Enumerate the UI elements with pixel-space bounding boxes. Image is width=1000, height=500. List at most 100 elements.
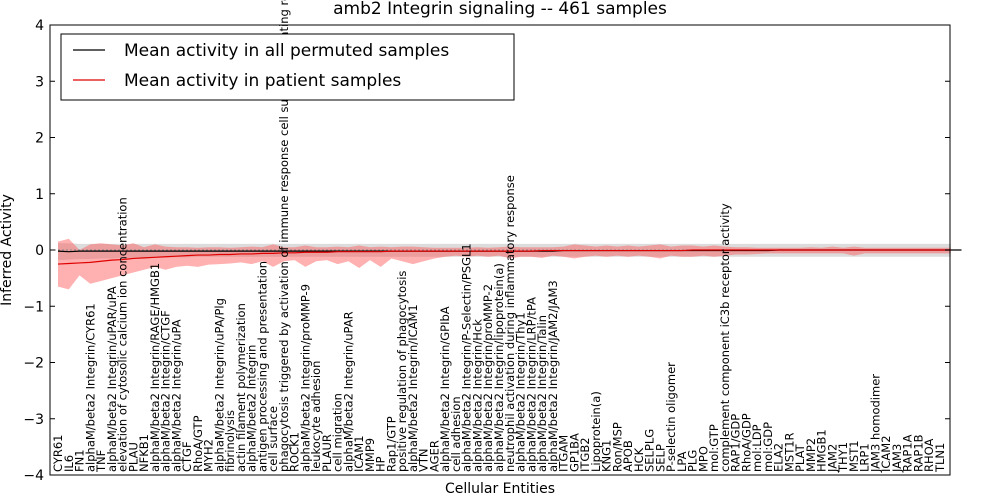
category-label: SELP bbox=[653, 444, 667, 472]
category-label: HP bbox=[374, 456, 388, 472]
category-label: alphaM/beta2 Integrin/proMMP-2 bbox=[481, 284, 495, 472]
category-label: elevation of cytosolic calcium ion conce… bbox=[116, 197, 130, 472]
category-label: RAP1A bbox=[901, 434, 915, 472]
category-label: MST1 bbox=[847, 440, 861, 472]
category-label: antigen processing and presentation bbox=[255, 261, 269, 472]
category-label: alphaM/beta2 Integrin/CTGF bbox=[159, 310, 173, 472]
patient-mean-line bbox=[57, 249, 951, 265]
category-label: RAP1B bbox=[911, 434, 925, 472]
y-tick-label: 1 bbox=[35, 187, 44, 203]
category-label: alphaM/beta2 Integrin/uPAR bbox=[341, 311, 355, 472]
category-label: alphaM/beta2 Integrin/RAGE/HMGB1 bbox=[148, 263, 162, 472]
category-label: LRP1 bbox=[858, 443, 872, 472]
y-tick-label: −4 bbox=[23, 468, 44, 484]
category-label: RAP1/GDP bbox=[729, 414, 743, 472]
y-tick-label: −1 bbox=[23, 299, 44, 315]
category-label: TLN1 bbox=[933, 443, 947, 473]
category-label: MMP2 bbox=[804, 438, 818, 472]
category-label: CTGF bbox=[180, 441, 194, 472]
legend-box bbox=[60, 33, 515, 101]
category-label: alphaM/beta2 Integrin/ICAM1 bbox=[406, 304, 420, 472]
category-label: Lipoprotein(a) bbox=[589, 391, 603, 472]
y-tick-label: −3 bbox=[23, 412, 44, 428]
category-label: cell adhesion bbox=[449, 396, 463, 472]
category-label: MYH2 bbox=[202, 439, 216, 472]
y-tick-label: 4 bbox=[35, 18, 44, 34]
category-label: PLAU bbox=[126, 442, 140, 472]
legend-label-patient: Mean activity in patient samples bbox=[124, 71, 401, 91]
category-label: alphaM/beta2 Integrin/uPA/Plg bbox=[212, 298, 226, 472]
category-label: ROCK1 bbox=[288, 432, 302, 472]
category-label: mol:LDP bbox=[750, 424, 764, 472]
category-label: alphaM/beta2 Integrin/proMMP-9 bbox=[298, 284, 312, 472]
category-label: AGER bbox=[427, 440, 441, 472]
category-label: alphaM/beta2 Integrin/GPIbA bbox=[438, 306, 452, 472]
x-axis-label: Cellular Entities bbox=[445, 481, 555, 497]
category-label: JAM3 homodimer bbox=[868, 374, 882, 473]
category-label: MPO bbox=[696, 446, 710, 472]
category-label: P-selectin oligomer bbox=[664, 362, 678, 472]
legend-label-permuted: Mean activity in all permuted samples bbox=[124, 41, 449, 61]
category-label: ITGB2 bbox=[578, 437, 592, 472]
category-label: PLAUR bbox=[320, 434, 334, 472]
category-label: alphaM/beta2 Integrin bbox=[245, 345, 259, 472]
category-label: MMP9 bbox=[363, 438, 377, 472]
category-label: alphaM/beta2 Integrin/uPAR/uPA bbox=[105, 286, 119, 472]
category-label: FN1 bbox=[73, 449, 87, 472]
category-label: actin filament polymerization bbox=[234, 303, 248, 472]
y-tick-label: 2 bbox=[35, 131, 44, 147]
category-label: cell surface bbox=[266, 406, 280, 472]
y-tick-label: −2 bbox=[23, 356, 44, 372]
chart-title: amb2 Integrin signaling -- 461 samples bbox=[333, 0, 667, 19]
category-label: leukocyte adhesion bbox=[309, 361, 323, 472]
category-label: SELPLG bbox=[643, 429, 657, 472]
category-label: ELA2 bbox=[772, 443, 786, 472]
category-label: Ron/MSP bbox=[610, 422, 624, 472]
category-label: alphaM/beta2 Integrin/P-Selectin/PSGL1 bbox=[460, 243, 474, 472]
category-label: GP1BA bbox=[567, 433, 581, 472]
plot-frame bbox=[49, 24, 951, 476]
legend: Mean activity in all permuted samples Mea… bbox=[60, 33, 515, 101]
category-label: alphaM/beta2 Integrin/CYR61 bbox=[83, 303, 97, 472]
series-lines bbox=[57, 249, 962, 265]
y-tick-label: 3 bbox=[35, 74, 44, 90]
category-label: VTN bbox=[417, 449, 431, 473]
category-label: mol:GDP bbox=[761, 422, 775, 472]
category-label: mol:GTP bbox=[707, 424, 721, 472]
category-label: LPA bbox=[675, 451, 689, 472]
category-label: alphaM/beta2 Integrin/LRP/tPA bbox=[524, 297, 538, 472]
category-label: alphaM/beta2 Integrin/lipoprotein(a) bbox=[492, 263, 506, 472]
category-label: neutrophil activation during inflammator… bbox=[503, 175, 517, 472]
category-label: RhoA/GTP bbox=[191, 415, 205, 472]
category-label: cell migration bbox=[331, 393, 345, 472]
category-label: ICAM2 bbox=[879, 435, 893, 472]
category-label: HCK bbox=[632, 447, 646, 472]
category-label: alphaM/beta2 Integrin/Hck bbox=[470, 319, 484, 472]
category-label: JAM3 bbox=[890, 444, 904, 473]
category-label: APOB bbox=[621, 440, 635, 472]
category-label: fibrinolysis bbox=[223, 410, 237, 472]
y-axis-ticks: −4 −3 −2 −1 0 1 2 3 4 bbox=[23, 18, 950, 484]
category-label: IL6 bbox=[62, 455, 76, 472]
category-label: phagocytosis triggered by activation of … bbox=[277, 0, 291, 472]
category-label: PLAT bbox=[793, 443, 807, 472]
category-label: TNF bbox=[94, 450, 108, 473]
category-label: alphaM/beta2 Integrin/Talin bbox=[535, 315, 549, 472]
category-label: alphaM/beta2 Integrin/JAM2/JAM3 bbox=[546, 280, 560, 472]
category-label: JAM2 bbox=[825, 444, 839, 473]
category-label: alphaM/beta2 Integrin/uPA bbox=[169, 319, 183, 472]
category-label: HMGB1 bbox=[815, 429, 829, 472]
category-label: PLG bbox=[686, 450, 700, 472]
category-label: NFKB1 bbox=[137, 434, 151, 472]
category-label: positive regulation of phagocytosis bbox=[395, 271, 409, 472]
y-axis-label: Inferred Activity bbox=[0, 194, 15, 306]
category-label: ICAM1 bbox=[352, 435, 366, 472]
category-label: MST1R bbox=[782, 432, 796, 472]
category-label: RhoA/GDP bbox=[739, 413, 753, 472]
category-label: RHOA bbox=[922, 439, 936, 472]
category-label: THY1 bbox=[836, 442, 850, 473]
category-label: ITGAM bbox=[557, 435, 571, 472]
category-label: CYR61 bbox=[51, 435, 65, 472]
